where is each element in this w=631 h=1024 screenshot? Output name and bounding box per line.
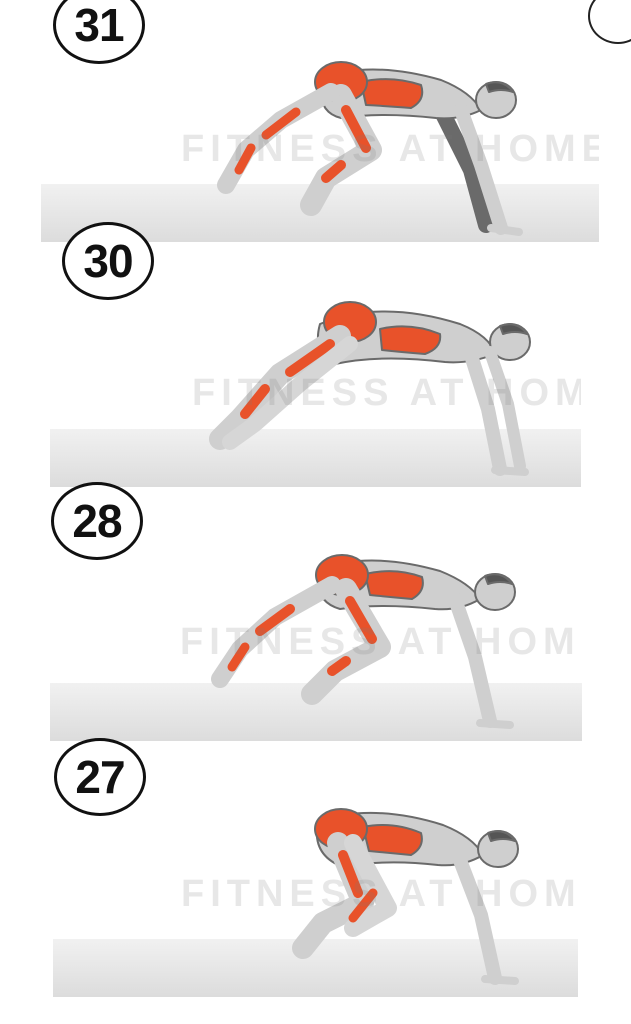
partial-circle-badge [588,0,631,44]
exercise-number-badge: 30 [62,222,154,300]
watermark: FITNESS AT HOME [192,372,581,414]
exercise-number-badge: 27 [54,738,146,816]
exercise-number-badge: 28 [51,482,143,560]
exercise-illustration [292,808,519,985]
watermark: FITNESS AT HOME [180,621,582,663]
watermark: FITNESS AT HOME [181,128,599,170]
exercise-illustration [217,61,523,236]
exercise-frame-4: FITNESS AT HOME [53,743,578,997]
exercise-frame-2: FITNESS AT HOME [50,244,581,487]
exercise-frame-3: FITNESS AT HOME [50,489,582,741]
exercise-illustration [211,554,516,729]
exercise-number-badge: 31 [53,0,145,64]
exercise-frame-1: FITNESS AT HOME [41,0,599,242]
watermark: FITNESS AT HOME [181,873,578,915]
exercise-illustration [209,301,531,476]
